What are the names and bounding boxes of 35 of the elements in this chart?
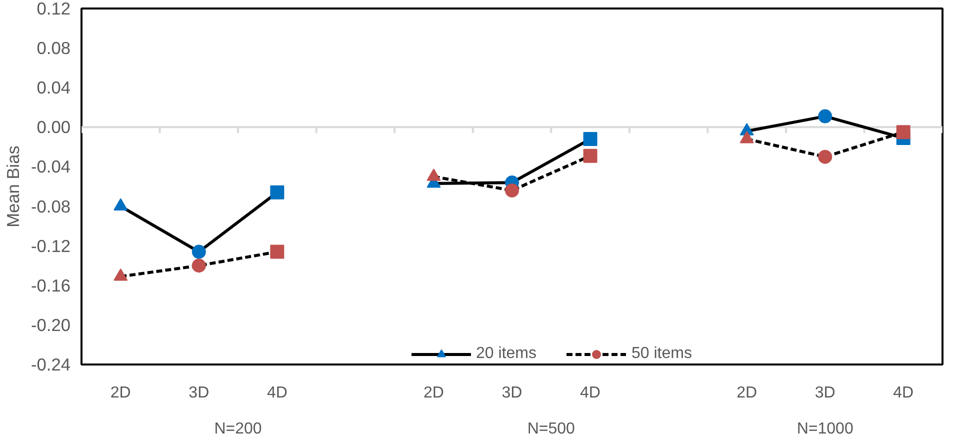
y-tick-label: -0.08 — [31, 196, 71, 216]
y-tick-label: 0.12 — [36, 0, 71, 18]
x-tick-label: 4D — [893, 384, 914, 402]
y-tick-label: -0.20 — [31, 314, 71, 335]
x-tick-label: 2D — [110, 384, 131, 402]
legend-label: 20 items — [476, 345, 536, 363]
y-tick-label: 0.04 — [36, 78, 71, 98]
point — [270, 185, 284, 200]
x-tick-label: 2D — [736, 384, 758, 402]
y-tick-label: -0.12 — [31, 236, 71, 256]
point — [505, 183, 519, 198]
x-tick-label: 4D — [580, 384, 600, 402]
y-tick-label: -0.24 — [31, 354, 71, 374]
point — [818, 150, 832, 164]
point — [818, 109, 832, 124]
point — [896, 125, 910, 140]
x-tick-label: 3D — [502, 384, 522, 402]
y-tick-label: 0.08 — [36, 38, 71, 58]
y-tick-label: -0.04 — [31, 156, 71, 177]
text: N=500 — [527, 420, 576, 438]
x-tick-label: 2D — [424, 384, 444, 402]
point — [192, 244, 206, 259]
point — [192, 258, 206, 273]
y-tick-label: -0.16 — [31, 275, 71, 296]
text: N=200 — [214, 420, 262, 438]
point — [583, 132, 598, 146]
y-axis-title: Mean Bias — [3, 145, 24, 228]
point — [270, 244, 284, 259]
text: N=1000 — [796, 420, 854, 438]
point — [583, 148, 598, 163]
x-tick-label: 3D — [814, 384, 836, 402]
y-tick-label: 0.00 — [36, 117, 71, 138]
x-tick-label: 4D — [266, 384, 288, 402]
legend-label: 50 items — [631, 345, 692, 363]
x-tick-label: 3D — [188, 384, 210, 402]
